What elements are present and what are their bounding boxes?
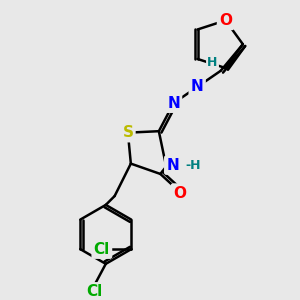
- Text: -H: -H: [185, 159, 201, 172]
- Text: Cl: Cl: [86, 284, 102, 299]
- Text: Cl: Cl: [94, 242, 110, 256]
- Text: H: H: [207, 56, 218, 69]
- Text: S: S: [122, 125, 134, 140]
- Text: N: N: [167, 96, 180, 111]
- Text: O: O: [219, 13, 232, 28]
- Text: N: N: [166, 158, 179, 172]
- Text: N: N: [191, 80, 203, 94]
- Text: O: O: [173, 186, 186, 201]
